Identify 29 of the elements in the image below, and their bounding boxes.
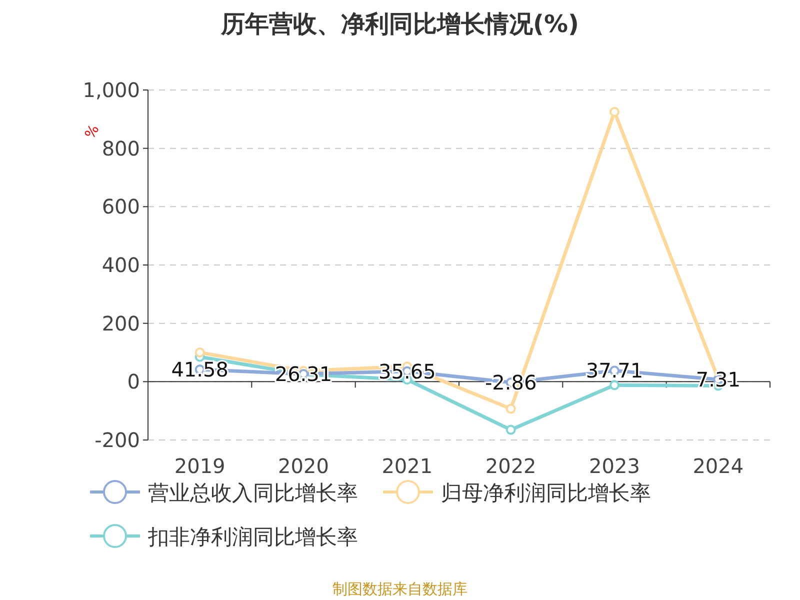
text: 制图数据来自数据库 [332,580,468,598]
y-tick-label: -200 [94,428,140,452]
point [610,106,620,117]
y-tick-label: 0 [127,370,140,394]
y-tick-label: 800 [102,136,140,160]
x-tick-label: 2022 [485,454,536,478]
data-label: -2.86 [484,370,537,394]
x-tick-label: 2024 [692,454,744,478]
chart-title: 历年营收、净利同比增长情况(%) [220,10,579,38]
data-label: 26.31 [274,362,332,386]
data-label: 35.65 [378,359,436,384]
y-tick-label: 400 [102,253,140,277]
point [610,380,620,390]
point [506,424,516,435]
x-tick-label: 2020 [278,454,329,478]
y-axis-title: % [82,122,103,142]
legend-label: 营业总收入同比增长率 [148,481,358,505]
legend-label: 扣非净利润同比增长率 [147,525,358,549]
y-tick-label: 600 [102,194,140,219]
x-tick-label: 2021 [382,454,433,478]
y-tick-label: 200 [102,311,140,336]
data-label: 41.58 [171,358,228,382]
data-label: 37.71 [586,358,644,383]
point [194,348,205,358]
x-tick-label: 2019 [174,454,226,478]
legend-label: 归母净利润同比增长率 [441,481,651,505]
point [506,404,516,414]
y-tick-label: 1,000 [82,78,140,102]
x-tick-label: 2023 [589,454,640,478]
